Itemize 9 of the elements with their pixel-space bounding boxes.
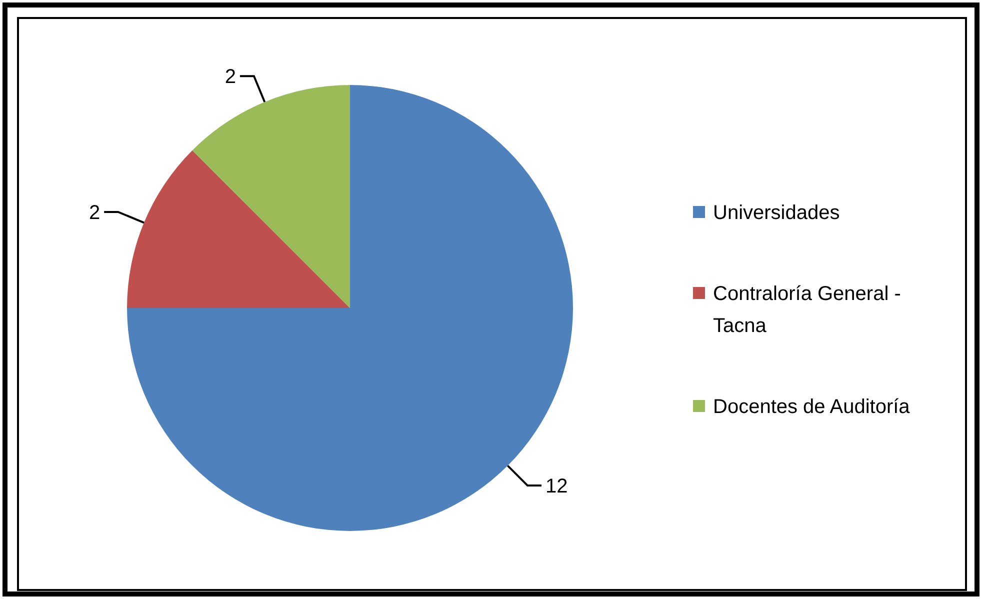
data-label: 2	[224, 66, 236, 88]
legend-label: Contraloría General - Tacna	[713, 283, 901, 337]
data-label: 12	[545, 475, 568, 498]
pie-slice	[127, 85, 573, 531]
pie-slice	[192, 85, 350, 308]
data-label: 2	[88, 202, 100, 224]
pie-slice	[127, 150, 350, 308]
legend-label: Universidades	[713, 202, 840, 224]
legend-label: Docentes de Auditoría	[713, 396, 911, 418]
